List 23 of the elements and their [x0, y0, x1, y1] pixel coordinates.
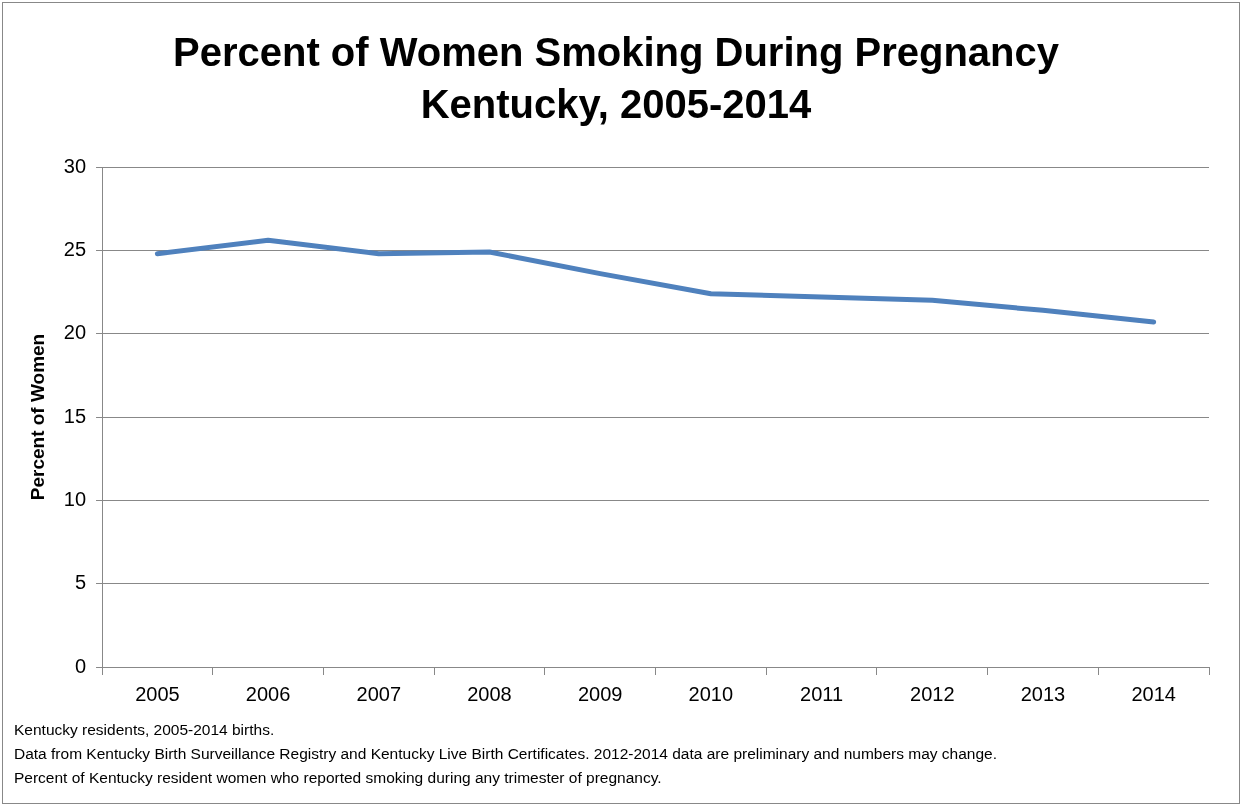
x-tick-label: 2014 — [1131, 682, 1176, 705]
text: Percent of Kentucky resident women who reported smoking during any trimester of pregnancy. — [14, 768, 663, 788]
x-tick-label: 2007 — [356, 682, 402, 705]
chart-subtitle: Kentucky, 2005-2014 — [420, 82, 813, 127]
x-tick-label: 2008 — [467, 682, 512, 705]
x-tick-label: 2013 — [1020, 682, 1066, 705]
x-tick-label: 2011 — [800, 682, 844, 705]
y-axis-title: Percent of Women — [26, 333, 48, 501]
text: Data from Kentucky Birth Surveillance Registry and Kentucky Live Birth Certificates. 2012-2014 data are preliminary and numbers may change. — [14, 744, 998, 764]
x-tick-label: 2012 — [910, 682, 955, 705]
y-tick-label: 5 — [74, 571, 87, 594]
y-tick-label: 25 — [63, 237, 87, 260]
x-tick-label: 2009 — [577, 682, 623, 705]
y-tick-label: 0 — [74, 654, 87, 677]
chart-title: Percent of Women Smoking During Pregnancy — [172, 30, 1060, 75]
x-tick-label: 2006 — [245, 682, 291, 705]
y-tick-label: 15 — [63, 404, 87, 427]
x-tick-label: 2010 — [688, 682, 734, 705]
text: Kentucky residents, 2005-2014 births. — [14, 720, 276, 740]
y-tick-label: 10 — [63, 487, 87, 510]
y-tick-label: 20 — [63, 321, 87, 344]
y-tick-label: 30 — [63, 154, 87, 177]
x-tick-label: 2005 — [135, 682, 180, 705]
